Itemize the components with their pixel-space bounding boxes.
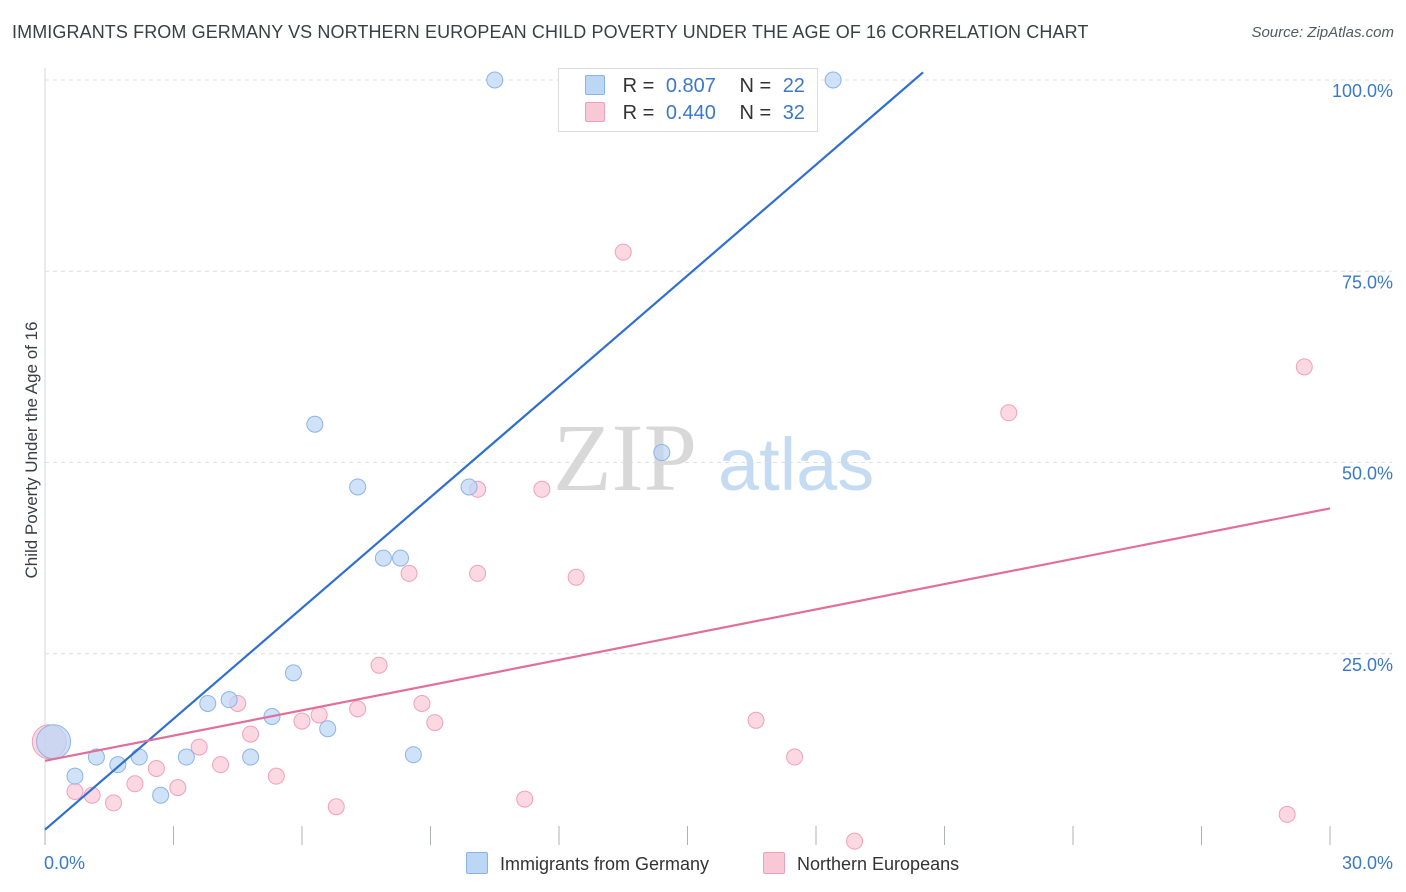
legend-n-value-germany: 22 (782, 75, 805, 97)
x-tick-label-min: 0.0% (44, 853, 85, 873)
data-point-germany (306, 415, 324, 433)
watermark-atlas: atlas (718, 423, 874, 506)
data-point-northern (327, 798, 345, 816)
data-point-northern (469, 564, 487, 582)
series-swatch-germany (466, 852, 488, 874)
trend-line-germany (44, 71, 924, 831)
data-point-northern (846, 832, 864, 850)
trend-line-northern (44, 507, 1331, 762)
data-point-germany (349, 478, 367, 496)
data-point-northern (190, 738, 208, 756)
legend-n-value-northern: 32 (782, 102, 805, 124)
data-point-germany (109, 756, 127, 774)
data-point-germany (130, 748, 148, 766)
y-tick-label: 25.0% (1342, 655, 1393, 675)
data-point-northern (786, 748, 804, 766)
data-point-northern (1278, 805, 1296, 823)
data-point-northern (1295, 358, 1313, 376)
data-point-germany (199, 694, 217, 712)
data-point-northern (105, 794, 123, 812)
chart-title: IMMIGRANTS FROM GERMANY VS NORTHERN EURO… (12, 22, 1089, 42)
axis-layer: 25.0% 50.0% 75.0% 100.0% 0.0% 30.0% (44, 68, 1393, 873)
data-point-northern (567, 568, 585, 586)
data-point-germany (152, 786, 170, 804)
data-point-germany (284, 664, 302, 682)
data-point-northern (293, 712, 311, 730)
data-point-northern (169, 779, 187, 797)
data-point-northern (310, 706, 328, 724)
legend-n-label: N = (739, 75, 772, 97)
data-point-germany (242, 748, 260, 766)
x-tick-label-max: 30.0% (1342, 853, 1393, 873)
series-label-northern: Northern Europeans (797, 854, 960, 874)
source-label: Source: ZipAtlas.com (1251, 24, 1394, 41)
data-point-germany (177, 748, 195, 766)
data-point-germany (404, 746, 422, 764)
data-point-northern (413, 694, 431, 712)
series-legend-northern: Northern Europeans (763, 852, 959, 875)
y-tick-label: 50.0% (1342, 464, 1393, 484)
data-point-northern (533, 480, 551, 498)
stats-legend: R = 0.807 N = 22 R = 0.440 N = 32 (558, 68, 818, 132)
series-legend-germany: Immigrants from Germany (466, 852, 709, 875)
data-point-germany (460, 478, 478, 496)
watermark: ZIP atlas (553, 404, 874, 511)
data-point-germany (87, 748, 105, 766)
series-swatch-northern (763, 852, 785, 874)
legend-r-label: R = (622, 75, 655, 97)
trend-layer (44, 71, 1331, 831)
legend-row-northern: R = 0.440 N = 32 (585, 102, 805, 128)
y-axis-label: Child Poverty Under the Age of 16 (22, 321, 41, 579)
data-point-northern (516, 790, 534, 808)
legend-r-value-germany: 0.807 (665, 75, 716, 97)
data-point-northern (370, 656, 388, 674)
series-label-germany: Immigrants from Germany (500, 854, 710, 874)
data-point-northern (747, 711, 765, 729)
data-point-germany (66, 767, 84, 785)
data-point-northern (349, 700, 367, 718)
data-point-germany (392, 549, 410, 567)
data-point-northern (126, 775, 144, 793)
legend-r-label: R = (622, 102, 655, 124)
data-point-northern (614, 243, 632, 261)
legend-swatch-northern (585, 102, 605, 122)
legend-r-value-northern: 0.440 (665, 102, 716, 124)
legend-n-label: N = (739, 102, 772, 124)
data-point-northern (212, 756, 230, 774)
data-point-germany (486, 71, 504, 89)
data-point-northern (242, 725, 260, 743)
legend-row-germany: R = 0.807 N = 22 (585, 75, 805, 101)
data-point-germany (374, 549, 392, 567)
data-point-germany (36, 724, 72, 760)
y-tick-label: 75.0% (1342, 272, 1393, 292)
grid-layer (45, 79, 1392, 655)
watermark-zip: ZIP (553, 404, 697, 511)
y-tick-label: 100.0% (1332, 81, 1393, 101)
data-point-northern (426, 714, 444, 732)
data-point-germany (824, 71, 842, 89)
data-point-germany (653, 444, 671, 462)
data-point-northern (267, 767, 285, 785)
legend-swatch-germany (585, 75, 605, 95)
data-point-germany (220, 691, 238, 709)
data-point-northern (400, 564, 418, 582)
data-point-germany (319, 720, 337, 738)
data-point-northern (66, 782, 84, 800)
data-point-northern (1000, 404, 1018, 422)
data-point-northern (147, 760, 165, 777)
